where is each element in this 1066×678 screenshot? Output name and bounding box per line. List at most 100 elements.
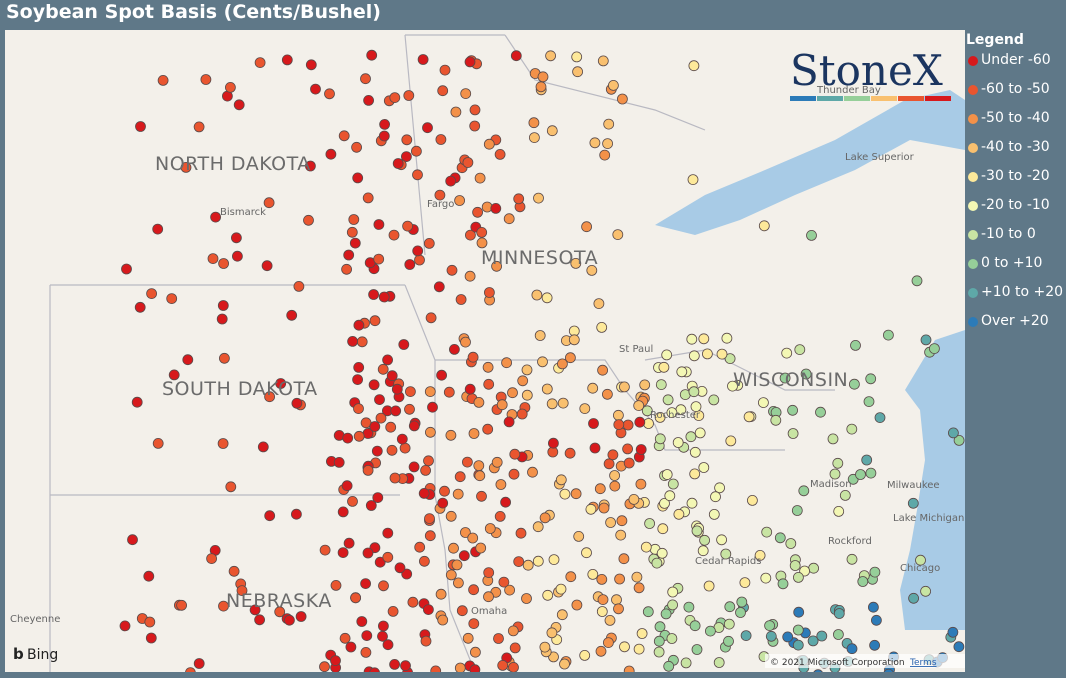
site-marker[interactable] [379,119,391,130]
site-marker[interactable] [539,512,551,524]
site-marker[interactable] [603,118,615,130]
site-marker[interactable] [636,628,648,639]
site-marker[interactable] [430,665,442,672]
site-marker[interactable] [595,645,607,657]
site-marker[interactable] [611,594,622,606]
site-marker[interactable] [623,457,635,469]
site-marker[interactable] [439,64,451,76]
site-marker[interactable] [455,294,467,305]
site-marker[interactable] [537,356,548,368]
site-marker[interactable] [735,607,746,618]
site-marker[interactable] [517,375,529,387]
site-marker[interactable] [333,456,345,468]
site-marker[interactable] [813,669,823,672]
site-marker[interactable] [654,411,666,423]
site-marker[interactable] [484,523,496,534]
site-marker[interactable] [609,480,621,492]
site-marker[interactable] [666,407,678,419]
site-marker[interactable] [510,50,522,62]
site-marker[interactable] [257,441,269,453]
site-marker[interactable] [503,416,515,428]
site-marker[interactable] [472,206,484,218]
site-marker[interactable] [350,592,362,604]
site-marker[interactable] [464,229,476,241]
site-marker[interactable] [166,293,178,305]
site-marker[interactable] [249,604,261,616]
site-marker[interactable] [522,559,534,571]
site-marker[interactable] [528,117,540,129]
site-marker[interactable] [593,298,605,310]
site-marker[interactable] [290,508,302,520]
site-marker[interactable] [460,336,471,348]
site-marker[interactable] [468,618,480,629]
site-marker[interactable] [394,562,406,574]
site-marker[interactable] [527,466,538,478]
site-marker[interactable] [631,571,643,583]
site-marker[interactable] [532,555,544,567]
site-marker[interactable] [404,259,416,270]
site-marker[interactable] [642,606,654,618]
site-marker[interactable] [193,121,205,133]
site-marker[interactable] [857,576,869,587]
site-marker[interactable] [491,260,503,272]
site-marker[interactable] [641,405,653,417]
site-marker[interactable] [291,397,303,409]
site-marker[interactable] [119,620,131,632]
site-marker[interactable] [587,569,599,580]
site-marker[interactable] [581,221,592,233]
site-marker[interactable] [404,403,415,415]
site-marker[interactable] [685,431,697,443]
site-marker[interactable] [369,667,380,672]
site-marker[interactable] [216,313,228,325]
site-marker[interactable] [723,618,735,630]
site-marker[interactable] [469,646,481,658]
site-marker[interactable] [777,578,789,590]
site-marker[interactable] [716,534,727,546]
site-marker[interactable] [396,433,408,445]
site-marker[interactable] [325,148,337,160]
site-marker[interactable] [386,370,398,382]
site-marker[interactable] [483,138,495,150]
site-marker[interactable] [664,490,676,502]
site-marker[interactable] [400,151,412,162]
site-marker[interactable] [389,472,401,484]
site-marker[interactable] [439,485,450,497]
site-marker[interactable] [459,527,471,538]
site-marker[interactable] [233,99,245,111]
site-marker[interactable] [401,134,413,146]
site-marker[interactable] [545,50,556,62]
site-marker[interactable] [152,437,164,449]
site-marker[interactable] [207,253,219,265]
site-marker[interactable] [422,122,433,134]
site-marker[interactable] [708,394,720,406]
site-marker[interactable] [565,571,577,583]
site-marker[interactable] [473,396,485,408]
site-marker[interactable] [618,553,630,565]
site-marker[interactable] [360,73,371,85]
site-marker[interactable] [509,448,521,460]
site-marker[interactable] [598,502,610,514]
site-marker[interactable] [372,492,384,504]
site-marker[interactable] [605,517,616,528]
site-marker[interactable] [337,547,349,558]
site-marker[interactable] [356,336,368,348]
site-marker[interactable] [743,411,755,423]
site-marker[interactable] [911,275,923,287]
site-marker[interactable] [616,515,628,527]
site-marker[interactable] [494,510,506,522]
site-marker[interactable] [445,510,457,522]
site-marker[interactable] [586,264,598,276]
site-marker[interactable] [633,582,645,594]
site-marker[interactable] [342,432,354,444]
site-marker[interactable] [603,637,614,648]
site-marker[interactable] [382,354,394,366]
site-marker[interactable] [303,214,314,226]
site-marker[interactable] [673,508,685,520]
site-marker[interactable] [341,480,353,492]
site-marker[interactable] [445,175,457,187]
site-marker[interactable] [392,158,404,169]
site-marker[interactable] [708,508,720,520]
site-marker[interactable] [127,534,138,546]
site-marker[interactable] [496,399,508,411]
site-marker[interactable] [559,488,571,500]
